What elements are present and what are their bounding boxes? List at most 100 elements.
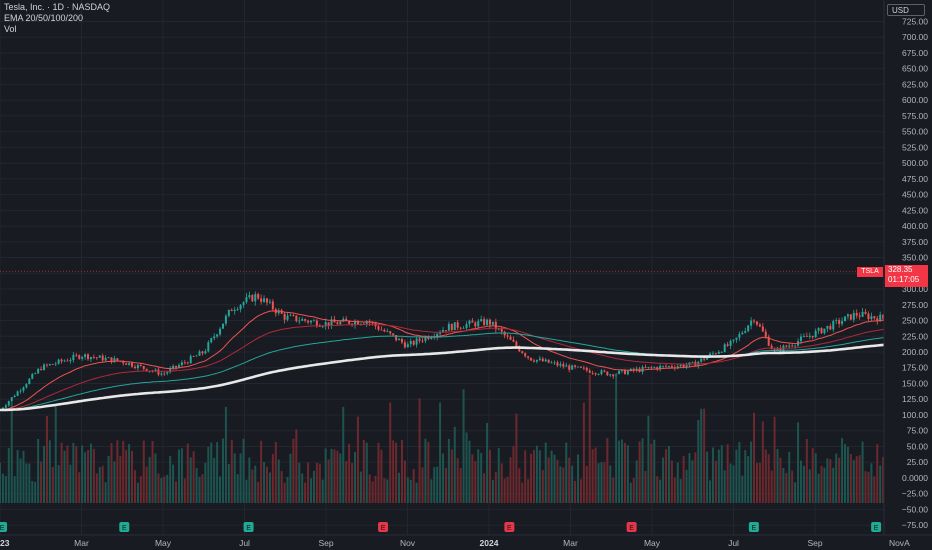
volume-bar — [16, 450, 19, 503]
earnings-icon[interactable] — [504, 522, 515, 532]
candle-body — [509, 336, 512, 340]
candle-body — [706, 356, 709, 360]
volume-bar — [600, 462, 603, 503]
candle-body — [855, 312, 858, 316]
earnings-icon[interactable] — [626, 522, 637, 532]
volume-bar — [406, 477, 409, 503]
x-tick-label: Sep — [807, 538, 822, 548]
volume-bar — [638, 441, 641, 503]
volume-bar — [25, 463, 28, 503]
volume-bar — [271, 453, 274, 503]
y-tick-label: 600.00 — [902, 95, 928, 105]
volume-bar — [509, 457, 512, 503]
volume-bar — [400, 439, 403, 503]
volume-bar — [594, 447, 597, 503]
volume-indicator-label[interactable]: Vol — [4, 24, 17, 34]
volume-bar — [623, 442, 626, 503]
candle-body — [711, 353, 714, 355]
volume-bar — [301, 473, 304, 503]
candle-body — [166, 372, 169, 374]
volume-bar — [136, 482, 139, 503]
volume-bar — [644, 470, 647, 503]
volume-bar — [568, 457, 571, 503]
earnings-icon[interactable] — [0, 522, 8, 532]
symbol-title[interactable]: Tesla, Inc. · 1D · NASDAQ — [4, 2, 111, 12]
candle-body — [312, 320, 315, 322]
candle-body — [747, 325, 750, 332]
volume-bar — [530, 453, 533, 503]
volume-bar — [439, 402, 442, 503]
candle-body — [145, 368, 148, 372]
ema-200-line — [0, 334, 932, 412]
volume-bar — [606, 438, 609, 503]
volume-bar — [72, 442, 75, 503]
currency-button[interactable]: USD — [887, 4, 925, 16]
candle-body — [665, 365, 668, 367]
volume-bar — [659, 479, 662, 503]
candle-body — [659, 365, 662, 370]
ema-indicator-label[interactable]: EMA 20/50/100/200 — [4, 13, 84, 23]
volume-bar — [770, 470, 773, 503]
volume-bar — [122, 440, 125, 503]
volume-bar — [694, 452, 697, 503]
volume-bar — [556, 459, 559, 503]
candle-body — [550, 362, 553, 364]
candle-body — [527, 356, 530, 358]
volume-bar — [876, 443, 879, 503]
candle-body — [22, 387, 25, 391]
volume-bar — [403, 460, 406, 503]
candle-body — [471, 320, 474, 323]
candle-body — [224, 315, 227, 324]
candle-body — [603, 370, 606, 372]
volume-bar — [579, 479, 582, 503]
volume-bar — [782, 468, 785, 503]
volume-bar — [4, 476, 7, 503]
volume-bar — [794, 482, 797, 503]
volume-bar — [113, 461, 116, 503]
earnings-icon[interactable] — [378, 522, 389, 532]
volume-bar — [494, 471, 497, 503]
volume-bar — [81, 445, 84, 503]
candle-body — [395, 335, 398, 341]
volume-bar — [210, 442, 213, 503]
candle-body — [280, 310, 283, 314]
volume-bar — [618, 440, 621, 503]
earnings-label: E — [874, 525, 879, 532]
candle-body — [676, 366, 679, 369]
earnings-icon[interactable] — [243, 522, 254, 532]
volume-bar — [330, 448, 333, 503]
volume-bar — [503, 478, 506, 503]
volume-bar — [48, 440, 51, 503]
earnings-icon[interactable] — [119, 522, 130, 532]
volume-bar — [274, 441, 277, 503]
auto-scale-button[interactable]: A — [904, 538, 910, 548]
volume-bar — [873, 476, 876, 503]
candle-body — [761, 326, 764, 332]
volume-bar — [700, 408, 703, 503]
earnings-icon[interactable] — [871, 522, 882, 532]
candle-body — [354, 321, 357, 326]
volume-bar — [858, 455, 861, 503]
volume-bar — [354, 451, 357, 503]
candle-body — [779, 348, 782, 352]
candle-body — [744, 331, 747, 333]
volume-bar — [377, 442, 380, 503]
volume-bar — [758, 462, 761, 503]
candle-body — [770, 345, 773, 350]
volume-bar — [603, 462, 606, 503]
volume-bar — [767, 454, 770, 503]
candle-body — [45, 364, 48, 366]
candle-body — [861, 311, 864, 317]
earnings-icon[interactable] — [748, 522, 759, 532]
volume-bar — [216, 442, 219, 503]
volume-bar — [395, 442, 398, 503]
candle-body — [447, 323, 450, 331]
volume-bar — [462, 389, 465, 503]
candle-body — [60, 359, 63, 362]
earnings-label: E — [629, 525, 634, 532]
candle-body — [544, 359, 547, 362]
volume-bar — [776, 448, 779, 503]
chart-legend: Tesla, Inc. · 1D · NASDAQ EMA 20/50/100/… — [4, 2, 110, 35]
